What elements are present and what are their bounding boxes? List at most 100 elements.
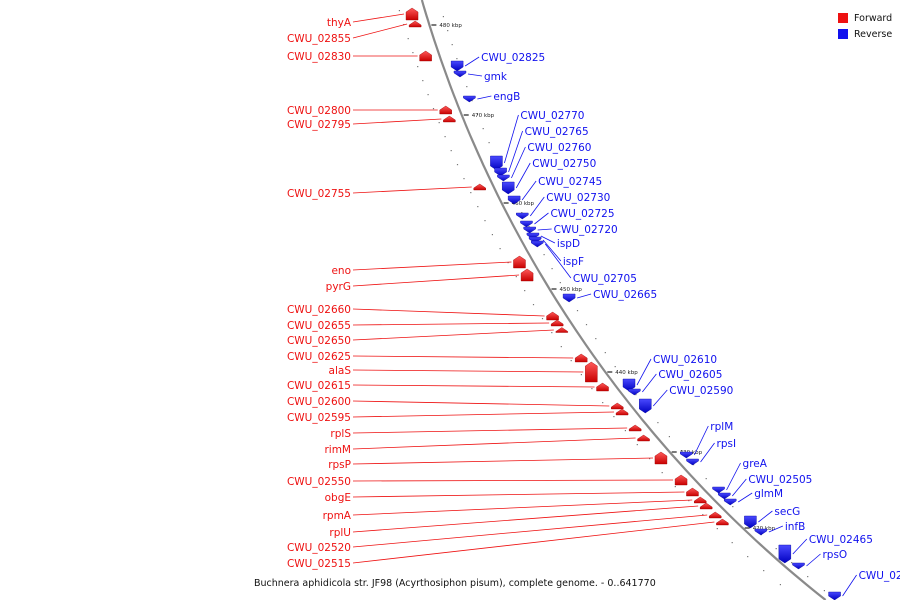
gene-label-CWU_02515[interactable]: CWU_02515 xyxy=(287,521,715,570)
gene-feature-CWU_02515[interactable] xyxy=(716,518,729,526)
gene-feature-CWU_02615[interactable] xyxy=(596,382,609,392)
gene-feature-CWU_02730[interactable] xyxy=(516,212,529,220)
gene-label-CWU_02605[interactable]: CWU_02605 xyxy=(642,369,722,393)
gene-feature-CWU_02665[interactable] xyxy=(562,293,576,303)
gene-label-pyrG[interactable]: pyrG xyxy=(326,274,520,293)
gene-label-CWU_02550[interactable]: CWU_02550 xyxy=(287,476,674,488)
gene-label-CWU_02665[interactable]: CWU_02665 xyxy=(576,289,657,301)
gene-feature-CWU_02825[interactable] xyxy=(450,60,464,72)
gene-feature-obgE[interactable] xyxy=(686,487,699,497)
gene-label-CWU_02505[interactable]: CWU_02505 xyxy=(732,474,812,497)
gene-feature-CWU_02655[interactable] xyxy=(550,319,564,327)
gene-feature-CWU_02745[interactable] xyxy=(507,195,521,205)
gene-label-ispF[interactable]: ispF xyxy=(542,239,584,268)
gene-feature-CWU_02855[interactable] xyxy=(408,20,422,28)
gene-feature-rpsO[interactable] xyxy=(792,562,805,570)
gene-label-CWU_02720[interactable]: CWU_02720 xyxy=(537,224,618,236)
gene-feature-CWU_02520[interactable] xyxy=(709,511,722,519)
gene-label-CWU_02855[interactable]: CWU_02855 xyxy=(287,23,408,45)
gene-label-CWU_02465[interactable]: CWU_02465 xyxy=(792,534,873,555)
gene-label-engB[interactable]: engB xyxy=(477,91,520,103)
gene-label-CWU_02750[interactable]: CWU_02750 xyxy=(515,158,596,189)
gene-label-CWU_02660[interactable]: CWU_02660 xyxy=(287,304,545,317)
gene-label-CWU_02760[interactable]: CWU_02760 xyxy=(511,142,591,179)
gene-label-greA[interactable]: greA xyxy=(726,458,768,491)
gene-label-rplS[interactable]: rplS xyxy=(330,427,628,440)
gene-label-CWU_02745[interactable]: CWU_02745 xyxy=(521,176,602,201)
gene-label-rpsO[interactable]: rpsO xyxy=(806,549,847,567)
gene-feature-rplU[interactable] xyxy=(699,502,713,510)
gene-label-thyA[interactable]: thyA xyxy=(327,13,405,29)
gene-feature-CWU_02765[interactable] xyxy=(494,167,507,177)
gene-feature-CWU_02605[interactable] xyxy=(628,388,641,396)
gene-label-rimM[interactable]: rimM xyxy=(324,437,636,456)
gene-feature-CWU_02720[interactable] xyxy=(523,226,536,234)
gene-label-CWU_02655[interactable]: CWU_02655 xyxy=(287,320,550,332)
gene-feature-CWU_02755[interactable] xyxy=(473,183,486,191)
gene-feature-CWU_02830[interactable] xyxy=(419,50,432,62)
gene-label-CWU_02800[interactable]: CWU_02800 xyxy=(287,105,438,117)
gene-feature-CWU_02800[interactable] xyxy=(439,105,452,115)
gene-feature-glmM[interactable] xyxy=(723,498,737,506)
gene-feature-engB[interactable] xyxy=(463,95,476,103)
gene-feature-rimM[interactable] xyxy=(637,434,650,442)
gene-label-alaS[interactable]: alaS xyxy=(329,365,584,377)
gene-feature-secG[interactable] xyxy=(744,515,757,529)
gene-label-CWU_02615[interactable]: CWU_02615 xyxy=(287,380,595,392)
gene-label-CWU_02435[interactable]: CWU_02435 xyxy=(842,570,900,597)
gene-label-CWU_02625[interactable]: CWU_02625 xyxy=(287,351,574,363)
gene-label-CWU_02600[interactable]: CWU_02600 xyxy=(287,396,610,408)
gene-label-gmk[interactable]: gmk xyxy=(467,71,508,83)
gene-feature-rpsP[interactable] xyxy=(654,451,668,465)
gene-label-CWU_02595[interactable]: CWU_02595 xyxy=(287,411,615,424)
gene-feature-CWU_02705[interactable] xyxy=(531,240,544,248)
gene-label-CWU_02520[interactable]: CWU_02520 xyxy=(287,514,708,554)
gene-feature-infB[interactable] xyxy=(754,528,768,536)
gene-label-CWU_02795[interactable]: CWU_02795 xyxy=(287,118,442,131)
gene-label-ispD[interactable]: ispD xyxy=(540,235,580,250)
gene-feature-CWU_02595[interactable] xyxy=(615,408,629,416)
gene-label-CWU_02765[interactable]: CWU_02765 xyxy=(508,126,589,173)
gene-label-CWU_02650[interactable]: CWU_02650 xyxy=(287,329,554,347)
gene-feature-CWU_02505[interactable] xyxy=(718,492,731,500)
gene-label-CWU_02825[interactable]: CWU_02825 xyxy=(464,52,545,67)
gene-label-CWU_02730[interactable]: CWU_02730 xyxy=(529,192,610,217)
gene-label-CWU_02830[interactable]: CWU_02830 xyxy=(287,51,418,63)
gene-feature-greA[interactable] xyxy=(712,486,725,494)
gene-feature-rpmA[interactable] xyxy=(694,496,707,504)
gene-feature-CWU_02750[interactable] xyxy=(502,181,515,195)
gene-label-rpsI[interactable]: rpsI xyxy=(700,438,737,463)
gene-feature-rplS[interactable] xyxy=(628,424,642,432)
gene-feature-gmk[interactable] xyxy=(453,70,467,78)
gene-feature-pyrG[interactable] xyxy=(520,268,534,282)
gene-feature-eno[interactable] xyxy=(513,255,526,269)
gene-label-glmM[interactable]: glmM xyxy=(737,488,783,503)
gene-feature-CWU_02725[interactable] xyxy=(520,220,533,228)
gene-feature-CWU_02465[interactable] xyxy=(778,544,792,564)
gene-feature-CWU_02660[interactable] xyxy=(546,311,559,321)
gene-label-rpsP[interactable]: rpsP xyxy=(328,457,653,471)
gene-label-eno[interactable]: eno xyxy=(331,261,512,277)
gene-feature-rplM[interactable] xyxy=(680,451,693,459)
gene-label-CWU_02755[interactable]: CWU_02755 xyxy=(287,186,472,200)
gene-feature-CWU_02590[interactable] xyxy=(639,398,652,414)
gene-label-CWU_02705[interactable]: CWU_02705 xyxy=(544,243,637,285)
gene-label-obgE[interactable]: obgE xyxy=(325,491,685,504)
gene-label-CWU_02770[interactable]: CWU_02770 xyxy=(504,110,584,164)
gene-feature-thyA[interactable] xyxy=(405,7,419,21)
gene-feature-CWU_02760[interactable] xyxy=(497,174,510,182)
gene-feature-rpsI[interactable] xyxy=(686,458,699,466)
gene-label-rplM[interactable]: rplM xyxy=(693,421,733,456)
gene-label-secG[interactable]: secG xyxy=(758,506,800,523)
gene-feature-alaS[interactable] xyxy=(585,361,598,383)
gene-label-rpmA[interactable]: rpmA xyxy=(323,499,693,522)
gene-feature-CWU_02795[interactable] xyxy=(443,115,456,123)
gene-feature-CWU_02435[interactable] xyxy=(828,591,841,600)
gene-label-rplU[interactable]: rplU xyxy=(329,505,699,539)
gene-feature-CWU_02650[interactable] xyxy=(555,327,569,333)
gene-feature-CWU_02550[interactable] xyxy=(674,474,688,486)
gene-feature-CWU_02600[interactable] xyxy=(611,402,624,410)
gene-feature-CWU_02625[interactable] xyxy=(574,353,588,363)
gene-label-infB[interactable]: infB xyxy=(768,521,805,533)
gene-label-CWU_02590[interactable]: CWU_02590 xyxy=(652,385,733,407)
